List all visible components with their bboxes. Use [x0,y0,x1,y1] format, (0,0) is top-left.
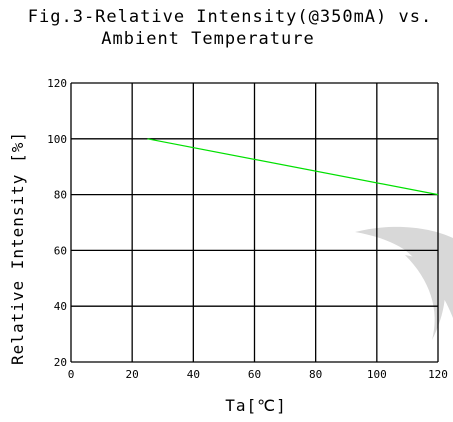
x-tick-label: 80 [309,368,322,381]
y-tick-label: 20 [54,356,67,369]
y-tick-label: 40 [54,300,67,313]
y-tick-label: 120 [47,77,67,90]
grid [70,82,439,363]
series-line [147,138,439,196]
x-tick-label: 20 [126,368,139,381]
x-tick-label: 60 [248,368,261,381]
x-axis-label: Ta[℃] [225,396,287,415]
series-layer [147,138,439,196]
x-tick-label: 40 [187,368,200,381]
watermark-logo [355,226,453,340]
y-tick-label: 100 [47,133,67,146]
chart-title-line2: Ambient Temperature [101,29,314,49]
y-tick-label: 60 [54,244,67,257]
y-axis-label: Relative Intensity [%] [8,131,27,365]
x-tick-label: 0 [68,368,75,381]
x-tick-label: 100 [367,368,387,381]
x-tick-label: 120 [428,368,448,381]
y-tick-label: 80 [54,189,67,202]
chart-title-line1: Fig.3-Relative Intensity(@350mA) vs. [28,7,432,27]
